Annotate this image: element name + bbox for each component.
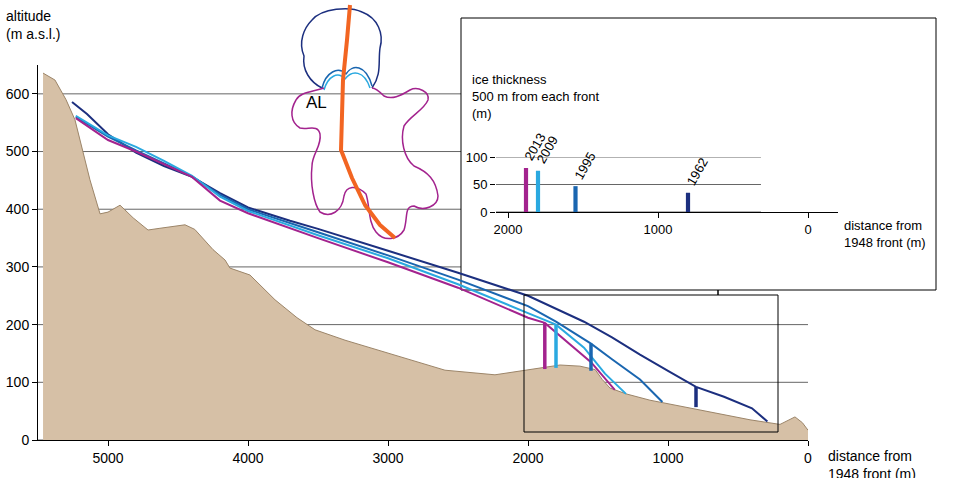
svg-text:0: 0 <box>480 205 487 220</box>
svg-text:2009: 2009 <box>534 133 561 166</box>
svg-text:100: 100 <box>466 150 488 165</box>
svg-text:300: 300 <box>6 259 30 275</box>
svg-text:2013: 2013 <box>521 130 548 163</box>
svg-text:2000: 2000 <box>494 222 523 237</box>
svg-text:400: 400 <box>6 201 30 217</box>
svg-text:5000: 5000 <box>92 450 123 466</box>
svg-text:0: 0 <box>804 450 812 466</box>
svg-text:AL: AL <box>306 93 327 112</box>
svg-text:1995: 1995 <box>571 149 598 182</box>
svg-text:altitude(m a.s.l.): altitude(m a.s.l.) <box>6 8 60 42</box>
svg-text:200: 200 <box>6 317 30 333</box>
svg-text:1000: 1000 <box>644 222 673 237</box>
svg-text:ice thickness500 m from each f: ice thickness500 m from each front(m) <box>472 72 600 121</box>
svg-text:1000: 1000 <box>652 450 683 466</box>
svg-text:0: 0 <box>804 222 811 237</box>
svg-text:100: 100 <box>6 374 30 390</box>
svg-text:600: 600 <box>6 86 30 102</box>
svg-text:1962: 1962 <box>684 155 711 188</box>
svg-text:4000: 4000 <box>232 450 263 466</box>
svg-text:500: 500 <box>6 143 30 159</box>
svg-text:2000: 2000 <box>512 450 543 466</box>
svg-text:50: 50 <box>473 177 487 192</box>
svg-text:0: 0 <box>21 432 29 448</box>
svg-text:3000: 3000 <box>372 450 403 466</box>
svg-text:distance from1948 front (m): distance from1948 front (m) <box>828 448 916 478</box>
svg-text:distance from1948 front (m): distance from1948 front (m) <box>844 218 926 250</box>
